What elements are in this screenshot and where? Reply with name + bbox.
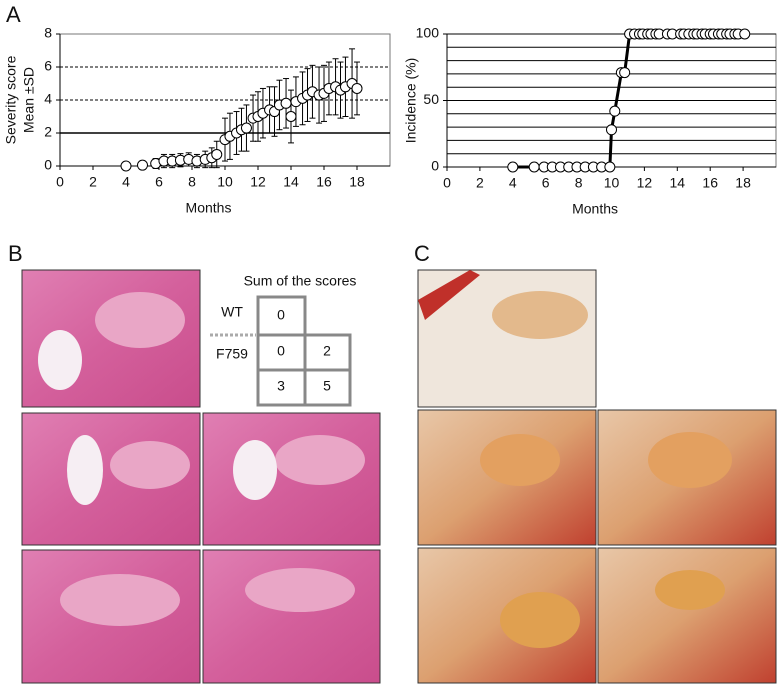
x-tick-label: 2 — [476, 175, 484, 191]
y-tick-label: 2 — [44, 124, 52, 140]
row-label: F759 — [216, 346, 248, 362]
panel-label: C — [414, 241, 430, 266]
data-point — [120, 160, 132, 172]
histology-b — [21, 269, 381, 684]
x-tick-label: 0 — [56, 174, 64, 190]
data-point — [137, 159, 148, 171]
x-tick-label: 10 — [217, 174, 233, 190]
data-point — [351, 82, 363, 94]
x-tick-label: 18 — [735, 175, 751, 191]
data-point — [739, 28, 751, 40]
panel-label: B — [8, 241, 23, 266]
x-tick-label: 16 — [316, 174, 332, 190]
x-tick-label: 12 — [250, 174, 266, 190]
x-tick-label: 12 — [637, 175, 653, 191]
score-table — [210, 295, 352, 407]
y-tick-label: 6 — [44, 58, 52, 74]
y-tick-label: 0 — [431, 158, 439, 174]
data-point — [609, 105, 621, 117]
data-point — [606, 124, 617, 136]
x-tick-label: 14 — [283, 174, 299, 190]
table-cell: 0 — [277, 307, 285, 323]
x-axis-label: Months — [186, 200, 232, 216]
x-tick-label: 18 — [349, 174, 365, 190]
y-tick-label: 8 — [44, 25, 52, 41]
y-axis-label: Incidence (%) — [403, 58, 419, 144]
x-tick-label: 4 — [509, 175, 517, 191]
data-point — [211, 148, 223, 160]
x-tick-label: 6 — [542, 175, 550, 191]
table-title: Sum of the scores — [244, 273, 357, 289]
data-point — [285, 111, 297, 122]
data-point — [528, 161, 540, 173]
x-tick-label: 8 — [575, 175, 583, 191]
data-point — [507, 161, 519, 173]
table-cell: 3 — [277, 378, 285, 394]
data-point — [280, 97, 292, 109]
data-point — [604, 161, 616, 173]
x-axis-label: Months — [572, 201, 618, 217]
panel-label: A — [6, 2, 21, 27]
table-cell: 5 — [323, 378, 331, 394]
data-point — [240, 122, 252, 134]
x-tick-label: 16 — [702, 175, 718, 191]
row-label: WT — [221, 304, 243, 320]
y-tick-label: 50 — [423, 91, 439, 107]
x-tick-label: 0 — [443, 175, 451, 191]
histology-c — [417, 269, 777, 684]
x-tick-label: 6 — [155, 174, 163, 190]
x-tick-label: 14 — [670, 175, 686, 191]
y-axis-label: Severity score — [3, 55, 19, 144]
y-axis-label: Mean ±SD — [21, 67, 37, 133]
y-tick-label: 4 — [44, 91, 52, 107]
x-tick-label: 10 — [604, 175, 620, 191]
table-cell: 0 — [277, 343, 285, 359]
table-cell: 2 — [323, 343, 331, 359]
x-tick-label: 4 — [122, 174, 130, 190]
x-tick-label: 8 — [188, 174, 196, 190]
y-tick-label: 0 — [44, 157, 52, 173]
y-tick-label: 100 — [416, 25, 440, 41]
x-tick-label: 2 — [89, 174, 97, 190]
data-point — [619, 67, 631, 79]
